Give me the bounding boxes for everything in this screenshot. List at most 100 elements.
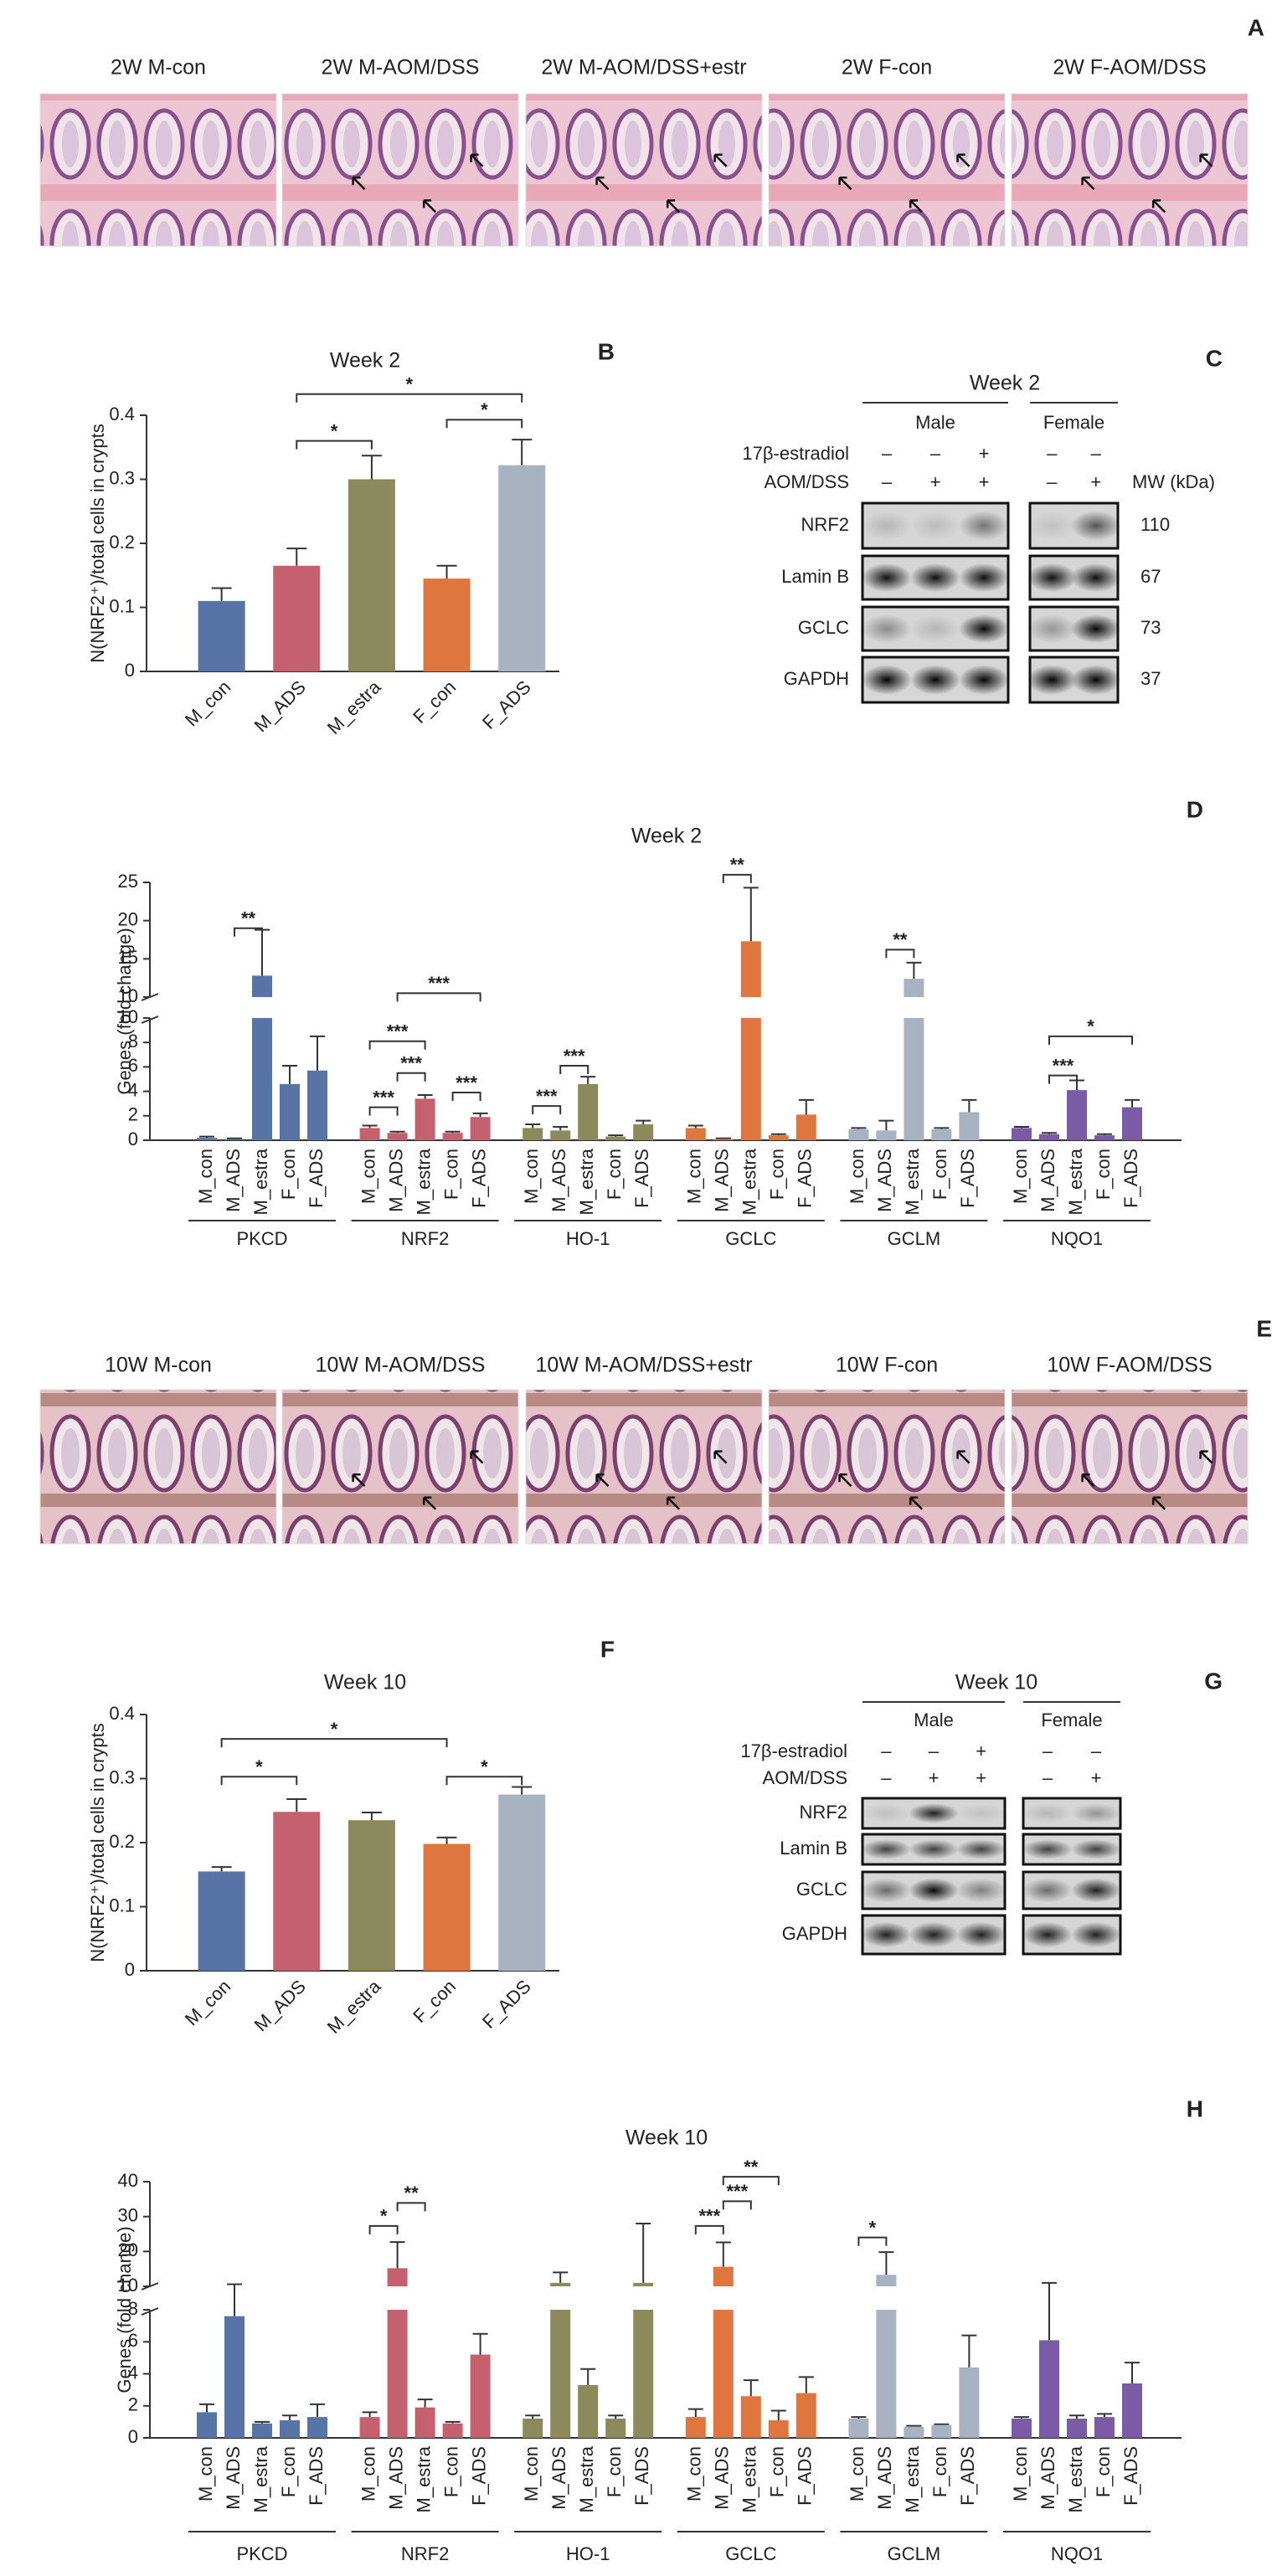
band xyxy=(861,1839,912,1859)
error-bar xyxy=(1042,1132,1057,1134)
x-tick-label: M_con xyxy=(181,676,234,730)
bar xyxy=(795,2393,816,2438)
bar xyxy=(1039,2340,1059,2438)
arrow xyxy=(1199,153,1213,167)
mw-header: MW (kDa) xyxy=(1132,471,1215,492)
error-bar xyxy=(553,2271,569,2283)
significance-label: * xyxy=(331,1719,338,1740)
bar xyxy=(414,1098,435,1140)
bar xyxy=(280,1083,300,1140)
significance-bracket xyxy=(368,1106,399,1116)
treatment-sign: + xyxy=(929,1767,940,1788)
significance-label: *** xyxy=(373,1087,394,1108)
significance-label: *** xyxy=(387,1021,409,1042)
error-bar xyxy=(743,2379,759,2397)
bar xyxy=(359,2417,380,2438)
significance-label: *** xyxy=(1053,1055,1074,1076)
error-bar xyxy=(436,564,457,579)
x-tick-label: F_ADS xyxy=(1120,2446,1141,2506)
bar xyxy=(498,465,546,671)
error-bar xyxy=(961,1098,977,1113)
group-label: GCLC xyxy=(725,1228,776,1249)
bar xyxy=(578,2384,599,2438)
band xyxy=(959,614,1009,644)
y-tick-label: 2 xyxy=(128,1104,138,1125)
x-tick-label: M_con xyxy=(847,2446,868,2501)
error-bar xyxy=(636,1119,651,1125)
band xyxy=(1027,511,1078,541)
significance-label: * xyxy=(869,2217,877,2238)
panel-letter: B xyxy=(598,338,615,364)
histology-image xyxy=(768,93,1006,247)
significance-bracket xyxy=(234,927,263,937)
significance-label: * xyxy=(380,2206,388,2227)
x-tick-label: M_ADS xyxy=(548,2446,569,2510)
band xyxy=(1070,614,1121,644)
band xyxy=(862,665,912,695)
y-tick-label: 10 xyxy=(118,2275,138,2296)
x-tick-label: F_con xyxy=(929,1149,950,1200)
bar xyxy=(1122,2383,1142,2438)
image-label: 10W M-AOM/DSS xyxy=(316,1354,486,1377)
band xyxy=(1070,563,1121,593)
error-bar xyxy=(743,887,759,942)
axis xyxy=(149,882,1182,1141)
band xyxy=(861,1878,912,1903)
error-bar xyxy=(798,2376,814,2393)
chart-title: Week 2 xyxy=(631,825,702,848)
error-bar xyxy=(1125,1098,1140,1108)
x-tick-label: F_con xyxy=(604,2446,625,2497)
significance-bracket xyxy=(559,1064,590,1074)
treatment-sign: – xyxy=(930,443,941,464)
error-bar xyxy=(878,2251,894,2275)
arrow xyxy=(1151,1496,1166,1510)
bar xyxy=(224,1139,245,1140)
significance-label: ** xyxy=(241,908,256,929)
treatment-label: 17β-estradiol xyxy=(742,443,849,464)
x-tick-label: M_ADS xyxy=(385,1149,406,1212)
error-bar xyxy=(1014,2416,1029,2419)
error-bar xyxy=(512,439,533,465)
treatment-label: AOM/DSS xyxy=(763,1767,847,1788)
error-bar xyxy=(199,1135,214,1139)
group-label: GCLC xyxy=(725,2543,776,2564)
bar xyxy=(273,1812,321,1971)
bar xyxy=(713,2266,734,2438)
x-tick-label: F_ADS xyxy=(957,2446,978,2506)
x-tick-label: M_ADS xyxy=(548,1149,569,1212)
error-bar xyxy=(1097,1133,1112,1136)
bar xyxy=(713,1139,734,1140)
error-bar xyxy=(687,2408,703,2418)
treatment-sign: – xyxy=(1043,1740,1053,1761)
row-label: GAPDH xyxy=(784,668,849,689)
y-tick-label: 20 xyxy=(118,908,138,929)
error-bar xyxy=(715,2241,731,2267)
significance-bracket xyxy=(694,2224,724,2234)
error-bar xyxy=(770,2409,786,2420)
band xyxy=(955,1878,1007,1903)
error-bar xyxy=(580,1076,596,1084)
treatment-sign: + xyxy=(979,471,990,492)
histology-image xyxy=(39,1389,277,1545)
treatment-sign: – xyxy=(1091,443,1102,464)
error-bar xyxy=(199,2403,214,2413)
x-tick-label: F_ADS xyxy=(631,2446,652,2506)
significance-label: *** xyxy=(536,1086,558,1107)
bar xyxy=(904,979,924,1140)
image-label: 10W M-con xyxy=(105,1354,212,1377)
error-bar xyxy=(310,2403,325,2418)
y-tick-label: 0.4 xyxy=(109,404,135,424)
significance-bracket xyxy=(722,2176,780,2186)
y-tick-label: 6 xyxy=(128,1055,138,1076)
error-bar xyxy=(608,2414,624,2419)
group-label: NRF2 xyxy=(401,2543,449,2564)
x-tick-label: M_con xyxy=(195,2446,216,2501)
x-tick-label: M_con xyxy=(521,2446,542,2501)
band xyxy=(910,614,960,644)
error-bar xyxy=(282,1064,297,1084)
y-tick-label: 0.3 xyxy=(109,1766,135,1787)
band xyxy=(909,1839,959,1859)
significance-label: * xyxy=(255,1756,263,1777)
band xyxy=(959,665,1009,695)
